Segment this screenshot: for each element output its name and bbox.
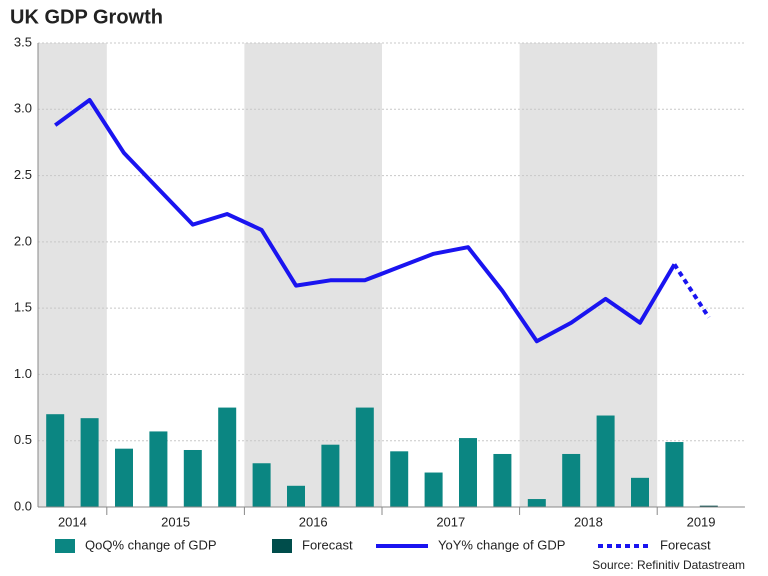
legend-label: Forecast	[302, 537, 353, 552]
line	[672, 263, 711, 319]
x-tick-label: 2016	[299, 514, 328, 529]
bar	[115, 448, 133, 507]
legend-swatch	[55, 539, 75, 553]
bar	[46, 414, 65, 507]
y-tick-label: 3.0	[14, 101, 32, 116]
legend-swatch	[272, 539, 292, 553]
legend-label: Forecast	[660, 537, 711, 552]
source-note: Source: Refinitiv Datastream	[592, 558, 745, 572]
x-tick-label: 2015	[161, 514, 190, 529]
line	[54, 98, 677, 344]
bar	[459, 438, 477, 507]
bar	[562, 453, 581, 507]
bar	[493, 453, 512, 507]
x-tick-label: 2017	[436, 514, 465, 529]
x-tick-label: 2018	[574, 514, 603, 529]
background	[38, 43, 658, 507]
legend-label: QoQ% change of GDP	[85, 537, 217, 552]
bar	[287, 485, 305, 507]
year-band	[519, 43, 658, 507]
y-tick-label: 3.5	[14, 34, 32, 49]
bar	[218, 407, 237, 507]
legend-label: YoY% change of GDP	[438, 537, 565, 552]
chart-title: UK GDP Growth	[10, 6, 163, 28]
bar	[149, 431, 168, 507]
bar	[596, 415, 615, 507]
y-tick-label: 0.0	[14, 498, 32, 513]
bar	[355, 407, 374, 507]
bar	[321, 444, 340, 507]
bar	[699, 505, 718, 507]
x-tick-label: 2019	[687, 514, 716, 529]
y-tick-label: 1.5	[14, 300, 32, 315]
bar	[80, 418, 99, 507]
y-tick-label: 0.5	[14, 432, 32, 447]
bar	[390, 451, 409, 507]
bar	[631, 477, 649, 507]
bar	[665, 442, 684, 507]
bar	[527, 499, 546, 507]
y-tick-label: 2.5	[14, 167, 32, 182]
x-tick-label: 2014	[58, 514, 87, 529]
bar	[424, 472, 443, 507]
y-tick-label: 2.0	[14, 233, 32, 248]
bar	[183, 449, 202, 507]
bar	[252, 463, 271, 507]
y-tick-label: 1.0	[14, 366, 32, 381]
